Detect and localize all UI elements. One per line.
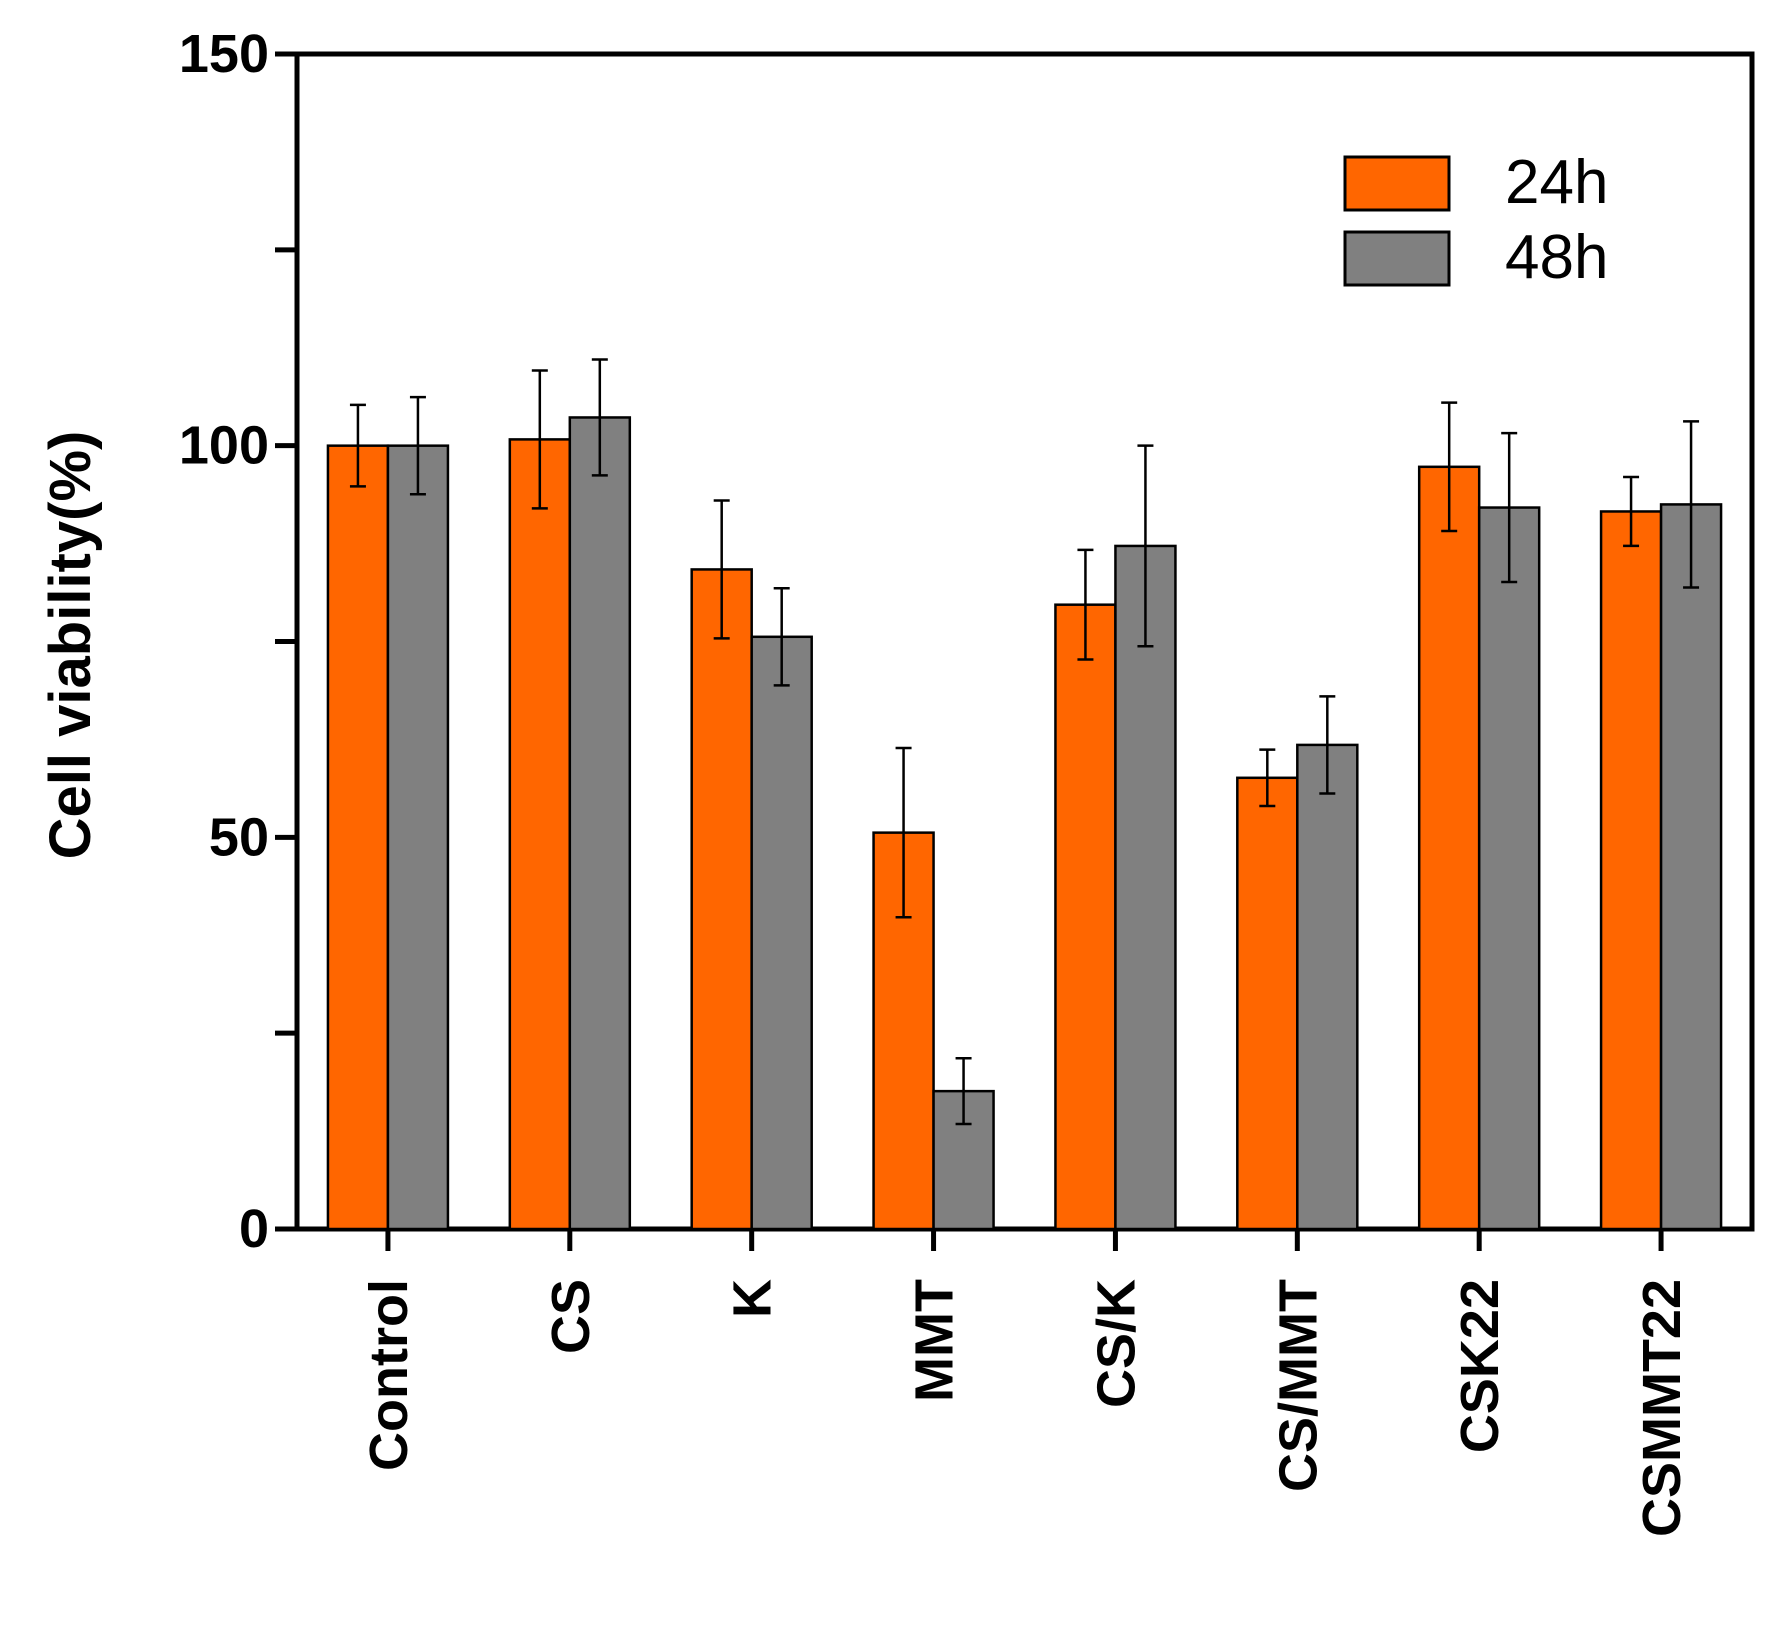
x-tick-label: Control xyxy=(359,1279,419,1471)
legend-swatch-24h xyxy=(1343,155,1451,212)
x-tick-label: CSMMT22 xyxy=(1632,1279,1692,1537)
bar-24h-K xyxy=(690,568,753,1231)
x-tick-label: CS xyxy=(541,1279,601,1354)
bar-48h-CS xyxy=(568,416,632,1231)
bar-48h-CSMMT22 xyxy=(1659,503,1723,1231)
y-tick-label: 100 xyxy=(179,416,269,476)
x-axis: Control CS K MMT CS/K CS/MMT CSK22 CSMMT22 xyxy=(359,1229,1692,1537)
bar-24h-CS/MMT xyxy=(1236,776,1299,1231)
legend-label-24h: 24h xyxy=(1505,148,1608,217)
y-tick-label: 150 xyxy=(179,24,269,84)
x-tick-label: CSK22 xyxy=(1450,1279,1510,1453)
bar-24h-Control xyxy=(326,444,390,1231)
bar-48h-CS/MMT xyxy=(1296,743,1359,1231)
bar-48h-CS/K xyxy=(1114,544,1177,1231)
bar-24h-CS xyxy=(508,438,572,1231)
x-tick-label: K xyxy=(723,1279,783,1318)
bar-48h-CSK22 xyxy=(1477,506,1541,1231)
y-tick-label: 50 xyxy=(209,807,269,867)
legend-label-48h: 48h xyxy=(1505,223,1608,292)
y-axis-label: Cell viability(%) xyxy=(38,431,103,860)
error-bars-group xyxy=(349,358,1700,1126)
x-tick-label: MMT xyxy=(905,1279,965,1402)
y-axis: 0 50 100 150 xyxy=(179,24,297,1259)
y-tick-label: 0 xyxy=(239,1199,269,1259)
x-tick-label: CS/MMT xyxy=(1268,1279,1328,1492)
x-tick-label: CS/K xyxy=(1086,1279,1146,1408)
bar-24h-CSMMT22 xyxy=(1599,510,1663,1231)
bar-48h-K xyxy=(750,635,813,1231)
bar-48h-Control xyxy=(386,444,450,1231)
bars-group xyxy=(326,416,1723,1231)
bar-24h-CS/K xyxy=(1054,603,1117,1231)
bar-24h-CSK22 xyxy=(1417,465,1481,1231)
legend-swatch-48h xyxy=(1343,230,1451,287)
